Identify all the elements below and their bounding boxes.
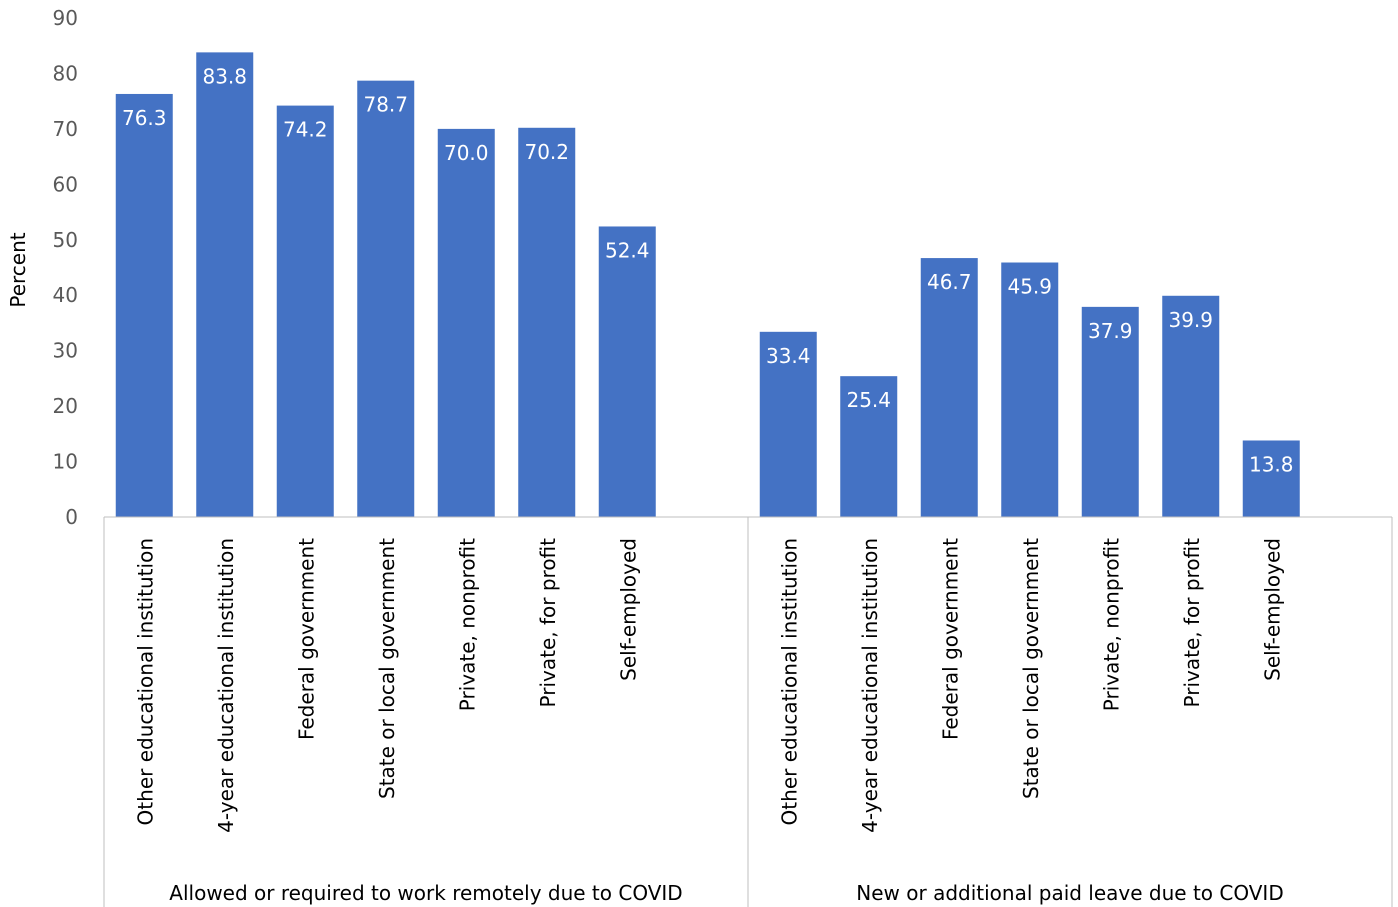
bar [598,226,656,517]
category-label: Private, nonprofit [455,538,479,711]
category-label: Other educational institution [777,538,801,825]
y-tick-label: 20 [53,394,78,418]
x-axis: Other educational institution 4-year educ… [103,516,1393,907]
category-label: Federal government [938,538,962,740]
y-tick-label: 40 [53,283,78,307]
category-label: Self-employed [1260,538,1284,681]
category-label: 4-year educational institution [214,538,238,833]
y-axis: 0 10 20 30 40 50 60 70 80 90 [53,6,78,529]
category-label: Federal government [294,538,318,740]
bar [920,258,978,517]
data-label: 13.8 [1249,452,1294,476]
bar [1081,306,1139,517]
group-label: New or additional paid leave due to COVI… [856,881,1283,905]
y-tick-label: 90 [53,6,78,30]
data-label: 76.3 [122,106,167,130]
category-label: Other educational institution [133,538,157,825]
bar [196,52,254,518]
bars: 76.3 83.8 74.2 78.7 70.0 70.2 52.4 33.4 25.4 46.7… [115,52,1300,518]
data-label: 74.2 [283,118,328,142]
data-label: 83.8 [202,64,247,88]
data-label: 37.9 [1088,319,1133,343]
bar [357,80,415,517]
category-label: Private, for profit [536,538,560,708]
data-label: 46.7 [927,270,972,294]
bar [437,128,495,517]
y-tick-label: 50 [53,228,78,252]
y-tick-label: 80 [53,61,78,85]
y-tick-label: 10 [53,450,78,474]
bar [759,331,817,517]
bar [115,93,173,517]
category-label: State or local government [375,538,399,799]
group-label: Allowed or required to work remotely due… [169,881,682,905]
category-label: Private, for profit [1180,538,1204,708]
data-label: 33.4 [766,344,811,368]
data-label: 70.2 [524,140,569,164]
category-label: State or local government [1019,538,1043,799]
data-label: 45.9 [1007,275,1052,299]
y-tick-label: 70 [53,117,78,141]
bar [1162,295,1220,517]
bar [518,127,576,517]
category-label: 4-year educational institution [858,538,882,833]
data-label: 70.0 [444,141,489,165]
y-tick-label: 60 [53,172,78,196]
category-label: Private, nonprofit [1099,538,1123,711]
data-label: 25.4 [846,388,891,412]
bar [1001,262,1059,517]
y-tick-label: 0 [65,505,78,529]
data-label: 52.4 [605,238,650,262]
y-axis-title: Percent [6,232,30,307]
bar [1242,440,1300,517]
data-label: 78.7 [363,93,408,117]
category-label: Self-employed [616,538,640,681]
bar [276,105,334,517]
data-label: 39.9 [1168,308,1213,332]
y-tick-label: 30 [53,339,78,363]
bar [840,376,898,517]
